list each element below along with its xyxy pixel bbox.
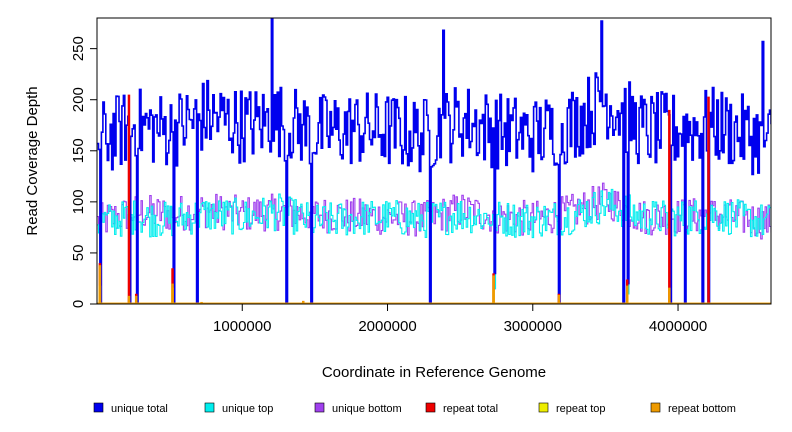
legend-label: unique top [222,403,273,415]
legend-label: repeat bottom [668,403,736,415]
legend-swatch [93,402,104,413]
legend-swatch [425,402,436,413]
y-tick-label: 50 [70,245,87,262]
y-tick-label: 100 [70,189,87,214]
y-tick-label: 150 [70,138,87,163]
x-tick-label: 2000000 [358,318,416,335]
legend-swatch [314,402,325,413]
legend-swatch [538,402,549,413]
legend-swatch [650,402,661,413]
y-tick-label: 0 [70,300,87,308]
x-tick-label: 3000000 [504,318,562,335]
legend-label: repeat top [556,403,606,415]
legend-swatch [204,402,215,413]
x-tick-label: 1000000 [213,318,271,335]
plot-frame [96,17,772,305]
series-layer [97,18,771,304]
y-axis-title: Read Coverage Depth [24,86,41,235]
series-line-unique-total [97,18,771,304]
x-axis-title: Coordinate in Reference Genome [322,364,546,381]
series-line-unique-top [97,188,771,304]
y-tick-label: 200 [70,87,87,112]
x-tick-label: 4000000 [649,318,707,335]
x-axis: 1000000 2000000 3000000 4000000 [213,304,707,335]
legend-label: unique bottom [332,403,402,415]
legend: unique total unique top unique bottom repea… [93,402,736,415]
y-axis: 0 50 100 150 200 250 [70,36,97,308]
y-tick-label: 250 [70,36,87,61]
legend-label: repeat total [443,403,498,415]
legend-label: unique total [111,403,168,415]
